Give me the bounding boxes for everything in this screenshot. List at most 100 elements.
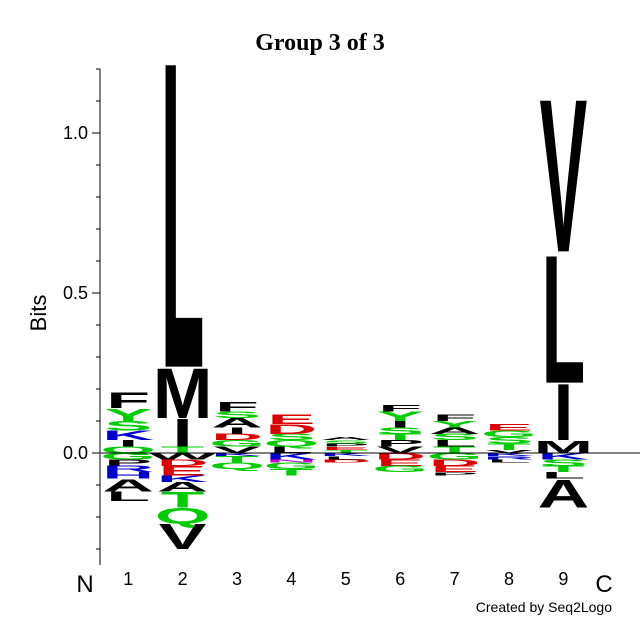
y-axis-label: Bits: [26, 295, 51, 332]
logo-letter-e: E: [159, 463, 207, 478]
logo-letter-y: Y: [104, 405, 152, 425]
logo-letter-a: A: [429, 426, 481, 436]
logo-letter-d: D: [429, 458, 481, 468]
c-terminus-label: C: [595, 571, 612, 598]
x-position-label: 3: [232, 569, 242, 589]
logo-letter-k: K: [102, 428, 154, 443]
logo-letter-t: T: [161, 445, 205, 455]
credit-text: Created by Seq2Logo: [476, 599, 612, 615]
logo-letter-h: H: [102, 471, 154, 481]
logo-letter-a: A: [211, 415, 263, 430]
logo-letter-e: E: [268, 412, 316, 427]
logo-letter-d: D: [374, 451, 426, 461]
logo-letter-i: I: [553, 368, 573, 458]
x-position-label: 2: [178, 569, 188, 589]
y-tick-label: 0.0: [63, 443, 88, 463]
logo-letter-l: L: [487, 459, 531, 464]
logo-letter-w: W: [149, 451, 216, 461]
logo-letter-d: D: [320, 459, 372, 464]
logo-letter-v: V: [485, 449, 533, 454]
x-position-label: 4: [286, 569, 296, 589]
logo-letter-v: V: [213, 445, 261, 455]
logo-letter-f: F: [433, 413, 477, 423]
logo-letter-y: Y: [376, 409, 424, 424]
logo-letter-l: L: [106, 489, 150, 504]
logo-letter-f: F: [106, 388, 150, 413]
x-position-label: 9: [558, 569, 568, 589]
logo-letter-d: D: [211, 432, 263, 442]
logo-letter-g: G: [100, 451, 156, 461]
logo-letter-t: T: [433, 445, 477, 455]
logo-letter-s: S: [104, 418, 152, 433]
logo-letter-t: T: [378, 432, 422, 442]
logo-letter-a: A: [157, 479, 209, 494]
logo-letter-p: P: [376, 439, 424, 449]
logo-letter-s: S: [540, 458, 588, 468]
logo-letter-s: S: [322, 439, 370, 444]
x-position-label: 5: [341, 569, 351, 589]
logo-letter-k: K: [320, 452, 372, 457]
logo-letter-k: K: [483, 452, 535, 457]
y-tick-label: 1.0: [63, 123, 88, 143]
logo-letter-y: Y: [431, 419, 479, 429]
logo-letter-f: F: [378, 403, 422, 413]
logo-letter-t: T: [161, 488, 205, 513]
logo-letter-m: M: [534, 437, 593, 457]
logo-letter-p: P: [431, 471, 479, 476]
logo-letter-g: G: [264, 461, 320, 471]
logo-letter-k: K: [211, 452, 263, 457]
logo-letter-a: A: [320, 436, 372, 441]
logo-letter-s: S: [431, 432, 479, 442]
logo-letter-d: D: [266, 422, 318, 437]
logo-letter-l: L: [542, 471, 586, 481]
logo-letter-g: G: [427, 451, 483, 461]
logo-letter-l: L: [161, 0, 205, 460]
x-position-label: 6: [395, 569, 405, 589]
logo-letter-q: Q: [100, 445, 156, 455]
logo-letter-g: G: [481, 429, 537, 439]
logo-letter-q: Q: [209, 461, 265, 471]
y-axis: 0.0 0.5 1.0: [63, 68, 101, 565]
logo-letter-a: A: [102, 476, 154, 496]
logo-letter-e: E: [431, 464, 479, 474]
logo-letter-s: S: [376, 426, 424, 436]
logo-letter-p: P: [322, 443, 370, 448]
logo-letter-k: K: [157, 474, 209, 484]
logo-letter-e: E: [322, 446, 370, 451]
logo-letter-g: G: [209, 439, 265, 449]
logo-letter-i: I: [390, 419, 410, 429]
logo-letter-e: E: [376, 458, 424, 468]
logo-letter-v: V: [540, 54, 588, 299]
logo-letter-i: I: [118, 439, 138, 449]
x-position-label: 7: [450, 569, 460, 589]
x-axis-position-labels: 1 2 3 4 5 6 7 8 9: [123, 569, 568, 589]
logo-letter-r: R: [483, 455, 535, 460]
logo-letter-g: G: [372, 464, 428, 474]
logo-letter-q: Q: [155, 504, 211, 529]
logo-letter-l: L: [270, 445, 314, 455]
logo-letter-v: V: [159, 517, 207, 557]
logo-letter-s: S: [213, 410, 261, 420]
logo-letter-k: K: [538, 451, 590, 461]
logo-letter-l: L: [324, 455, 368, 460]
logo-letter-d: D: [157, 458, 209, 468]
logo-letter-t: T: [487, 442, 531, 452]
y-tick-label: 0.5: [63, 283, 88, 303]
n-terminus-label: N: [76, 571, 93, 598]
logo-letter-l: L: [433, 439, 477, 449]
logo-letter-n: N: [266, 459, 318, 464]
logo-letter-r: R: [102, 464, 154, 474]
logo-letter-t: T: [270, 467, 314, 477]
logo-letter-i: I: [227, 426, 247, 436]
letter-stacks: QIKSYFGPRHALTIMLWDEKATQVVGDIASFKTQLQSDEK…: [100, 0, 593, 557]
logo-letter-t: T: [542, 464, 586, 474]
chart-title: Group 3 of 3: [255, 30, 385, 56]
logo-letter-s: S: [485, 435, 533, 445]
logo-letter-a: A: [538, 472, 590, 516]
logo-letter-k: K: [266, 451, 318, 461]
logo-letter-e: E: [485, 423, 533, 433]
logo-letter-i: I: [173, 411, 193, 455]
logo-letter-p: P: [104, 458, 152, 468]
logo-letter-m: M: [153, 354, 212, 434]
